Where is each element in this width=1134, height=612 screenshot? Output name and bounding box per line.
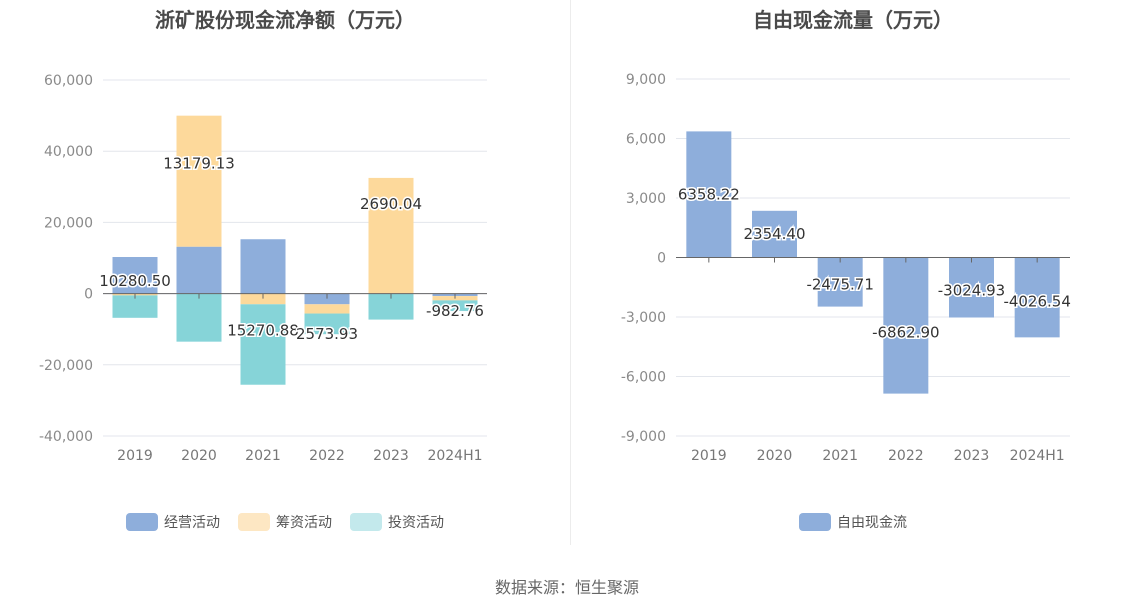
data-label: -6862.90 xyxy=(872,323,939,341)
data-label: -982.76 xyxy=(426,302,484,320)
free-cash-flow-chart: 自由现金流量（万元） 9,000 6,000 3,000 0 -3,000 -6,000 -… xyxy=(572,0,1134,560)
bar xyxy=(240,293,286,305)
y-tick-label: 9,000 xyxy=(626,72,666,88)
x-tick-label: 2019 xyxy=(691,448,727,464)
cash-flow-net-plot: 60,000 40,000 20,000 0 -20,000 -40,000 2019 202… xyxy=(39,73,487,464)
y-tick-label: -20,000 xyxy=(39,358,93,374)
y-tick-label: -3,000 xyxy=(621,310,666,326)
data-label: -3024.93 xyxy=(938,281,1005,299)
y-tick-label: -40,000 xyxy=(39,429,93,445)
bar xyxy=(1014,257,1060,338)
chart-title: 浙矿股份现金流净额（万元） xyxy=(155,8,415,32)
y-tick-label: 20,000 xyxy=(44,215,93,231)
bar xyxy=(752,210,797,258)
legend-swatch xyxy=(126,513,158,531)
chart-title: 自由现金流量（万元） xyxy=(753,8,953,32)
bar xyxy=(432,300,478,312)
legend-label: 自由现金流 xyxy=(837,515,907,531)
x-tick-label: 2023 xyxy=(373,448,409,464)
data-label: 6358.22 xyxy=(678,185,740,203)
legend-item-free-cash-flow[interactable]: 自由现金流 xyxy=(799,512,907,532)
bar xyxy=(817,257,863,307)
bar xyxy=(304,313,350,335)
chart-legend: 经营活动 筹资活动 投资活动 xyxy=(0,512,570,532)
data-label: -2475.71 xyxy=(806,276,873,294)
data-label: 13179.13 xyxy=(163,155,235,173)
y-tick-label: 0 xyxy=(657,251,666,267)
bar xyxy=(176,293,222,342)
data-label: 2690.04 xyxy=(360,195,422,213)
y-tick-label: 40,000 xyxy=(44,144,93,160)
y-tick-label: 3,000 xyxy=(626,191,666,207)
y-tick-label: 60,000 xyxy=(44,73,93,89)
data-label: 15270.88 xyxy=(227,321,299,339)
legend-label: 经营活动 xyxy=(164,515,220,531)
bar xyxy=(176,246,222,294)
x-tick-label: 2022 xyxy=(309,448,345,464)
bar xyxy=(686,131,732,258)
y-tick-label: -9,000 xyxy=(621,429,666,445)
x-tick-label: 2020 xyxy=(757,448,793,464)
legend-label: 投资活动 xyxy=(388,515,444,531)
x-tick-label: 2019 xyxy=(117,448,153,464)
legend-item-financing[interactable]: 筹资活动 xyxy=(238,512,332,532)
y-tick-label: 0 xyxy=(84,287,93,303)
legend-item-operating[interactable]: 经营活动 xyxy=(126,512,220,532)
cash-flow-net-chart: 浙矿股份现金流净额（万元） 60,000 40,000 20,000 0 -20,000… xyxy=(0,0,570,560)
x-tick-label: 2021 xyxy=(822,448,858,464)
x-tick-label: 2024H1 xyxy=(1010,448,1065,464)
bar xyxy=(304,293,350,305)
x-tick-label: 2022 xyxy=(888,448,924,464)
bar xyxy=(112,295,158,318)
y-tick-label: 6,000 xyxy=(626,132,666,148)
panel-divider xyxy=(570,0,571,545)
bar xyxy=(304,304,350,314)
data-label: 10280.50 xyxy=(99,272,171,290)
bar xyxy=(112,257,158,294)
bar xyxy=(176,115,222,247)
legend-item-investing[interactable]: 投资活动 xyxy=(350,512,444,532)
data-source-note: 数据来源：恒生聚源 xyxy=(494,578,639,597)
data-label: 2354.40 xyxy=(743,225,805,243)
chart-legend: 自由现金流 xyxy=(572,512,1134,532)
x-tick-label: 2021 xyxy=(245,448,281,464)
data-label: 2573.93 xyxy=(296,325,358,343)
bar xyxy=(883,257,929,394)
bar xyxy=(949,257,994,318)
bar xyxy=(240,239,286,294)
legend-label: 筹资活动 xyxy=(276,515,332,531)
legend-swatch xyxy=(350,513,382,531)
y-tick-label: -6,000 xyxy=(621,370,666,386)
legend-swatch xyxy=(799,513,831,531)
free-cash-flow-plot: 9,000 6,000 3,000 0 -3,000 -6,000 -9,000 2019 20… xyxy=(621,72,1073,464)
x-tick-label: 2020 xyxy=(181,448,217,464)
x-tick-label: 2024H1 xyxy=(427,448,482,464)
data-label: -4026.54 xyxy=(1003,292,1070,310)
legend-swatch xyxy=(238,513,270,531)
bar xyxy=(240,304,286,385)
bar xyxy=(368,177,414,294)
x-tick-label: 2023 xyxy=(954,448,990,464)
